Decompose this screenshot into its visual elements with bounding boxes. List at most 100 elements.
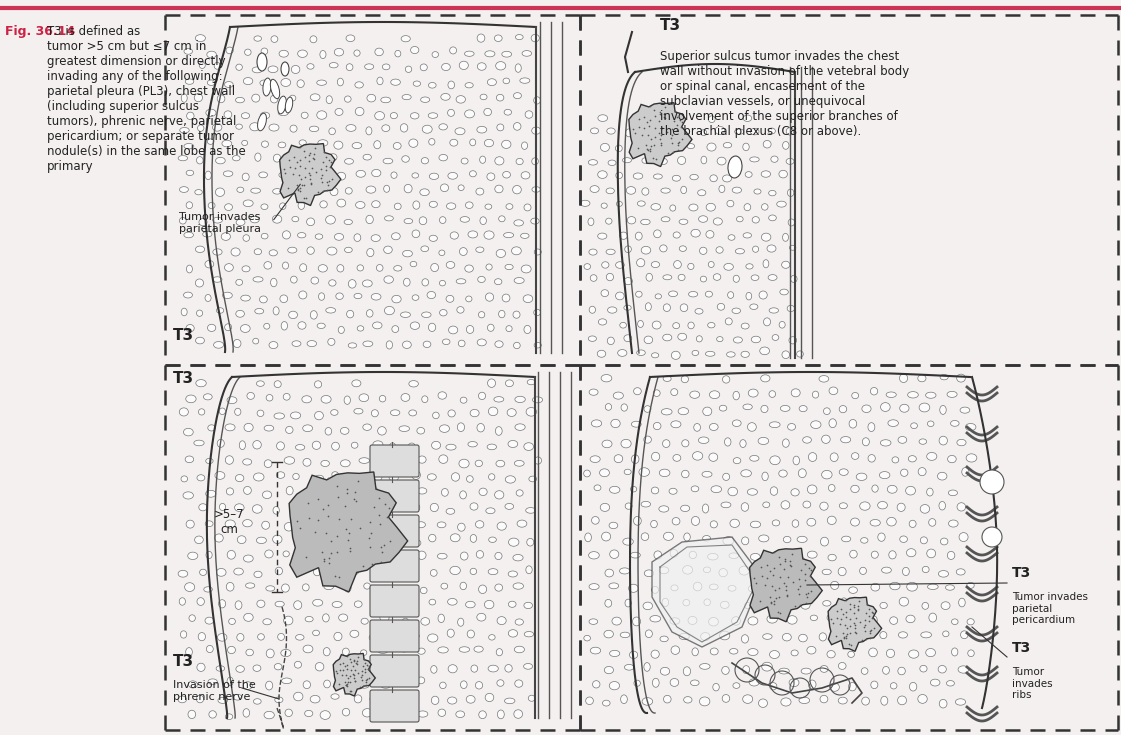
Ellipse shape: [413, 295, 419, 301]
Ellipse shape: [478, 34, 485, 42]
Ellipse shape: [821, 666, 828, 673]
Point: [799, 562, 817, 573]
Ellipse shape: [359, 487, 367, 494]
Ellipse shape: [664, 532, 674, 540]
Ellipse shape: [291, 216, 299, 222]
Ellipse shape: [791, 650, 798, 656]
Point: [293, 173, 311, 185]
Ellipse shape: [630, 651, 638, 659]
Ellipse shape: [194, 440, 204, 445]
Ellipse shape: [517, 520, 527, 527]
Ellipse shape: [332, 601, 342, 608]
Ellipse shape: [315, 476, 324, 481]
Point: [302, 173, 319, 184]
Ellipse shape: [862, 438, 870, 446]
Ellipse shape: [421, 157, 428, 164]
Ellipse shape: [693, 582, 702, 591]
Ellipse shape: [438, 614, 444, 623]
Ellipse shape: [839, 567, 846, 576]
Ellipse shape: [408, 567, 418, 576]
Ellipse shape: [439, 280, 445, 286]
Ellipse shape: [410, 322, 419, 329]
Point: [331, 659, 349, 670]
Ellipse shape: [610, 550, 619, 559]
Ellipse shape: [673, 176, 680, 181]
Point: [314, 185, 332, 197]
Ellipse shape: [740, 440, 747, 448]
Point: [841, 627, 859, 639]
Ellipse shape: [710, 391, 720, 398]
Ellipse shape: [439, 309, 447, 316]
Ellipse shape: [736, 216, 743, 222]
Ellipse shape: [651, 204, 660, 210]
Ellipse shape: [351, 442, 358, 448]
Point: [336, 678, 354, 690]
Ellipse shape: [361, 650, 367, 656]
Ellipse shape: [337, 199, 345, 207]
Ellipse shape: [782, 351, 789, 359]
Ellipse shape: [405, 184, 413, 193]
Ellipse shape: [476, 551, 483, 558]
Ellipse shape: [761, 405, 768, 412]
Ellipse shape: [515, 680, 522, 687]
Ellipse shape: [750, 456, 759, 461]
Ellipse shape: [513, 554, 524, 561]
Ellipse shape: [243, 234, 250, 241]
Ellipse shape: [733, 458, 741, 464]
Ellipse shape: [214, 534, 223, 542]
Ellipse shape: [589, 584, 599, 589]
Ellipse shape: [214, 342, 224, 348]
Point: [360, 672, 378, 684]
Ellipse shape: [417, 488, 427, 494]
Ellipse shape: [402, 341, 411, 348]
Ellipse shape: [215, 157, 225, 164]
Point: [645, 152, 663, 164]
Ellipse shape: [531, 158, 538, 165]
Ellipse shape: [341, 428, 349, 434]
Ellipse shape: [372, 201, 380, 208]
Ellipse shape: [849, 683, 856, 691]
Ellipse shape: [311, 277, 318, 284]
Ellipse shape: [728, 586, 736, 591]
Ellipse shape: [197, 663, 205, 671]
Ellipse shape: [767, 615, 778, 623]
Point: [796, 574, 814, 586]
Ellipse shape: [186, 171, 194, 176]
Ellipse shape: [417, 677, 425, 684]
Ellipse shape: [671, 351, 680, 359]
Point: [340, 672, 358, 684]
Ellipse shape: [800, 600, 810, 609]
Ellipse shape: [880, 631, 887, 639]
Ellipse shape: [941, 538, 948, 545]
Point: [358, 673, 376, 685]
Point: [284, 168, 302, 180]
Point: [842, 613, 860, 625]
Ellipse shape: [258, 634, 265, 640]
Ellipse shape: [367, 94, 376, 102]
Ellipse shape: [763, 318, 770, 326]
Point: [778, 590, 796, 602]
Text: Fig. 36.14: Fig. 36.14: [4, 25, 75, 38]
Ellipse shape: [303, 459, 311, 466]
Ellipse shape: [417, 711, 428, 717]
Ellipse shape: [742, 537, 749, 545]
Point: [277, 167, 295, 179]
Ellipse shape: [410, 262, 417, 267]
Point: [855, 621, 873, 633]
Point: [293, 179, 311, 191]
Point: [826, 630, 844, 642]
Ellipse shape: [402, 251, 413, 257]
Ellipse shape: [643, 663, 650, 671]
Point: [842, 639, 860, 650]
Ellipse shape: [769, 422, 780, 428]
Ellipse shape: [513, 93, 521, 98]
Ellipse shape: [243, 555, 253, 562]
Ellipse shape: [420, 617, 429, 625]
Ellipse shape: [744, 204, 751, 211]
Point: [752, 570, 770, 582]
Point: [853, 634, 871, 645]
Ellipse shape: [289, 95, 296, 101]
Ellipse shape: [185, 456, 194, 462]
Point: [296, 171, 314, 182]
Ellipse shape: [254, 153, 261, 161]
